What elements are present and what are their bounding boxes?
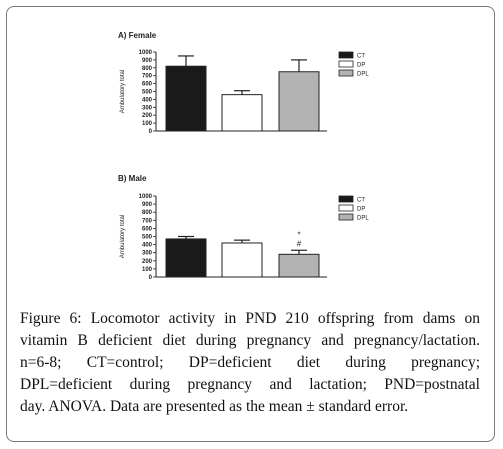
figure-frame: [6, 6, 495, 442]
significance-marker: *: [297, 230, 300, 239]
caption-line-5: day. ANOVA. Data are presented as the me…: [20, 398, 409, 415]
y-tick-label: 100: [142, 267, 153, 273]
significance-marker: #: [297, 239, 302, 248]
caption-line-1: Figure 6: Locomotor activity in PND 210 …: [20, 308, 480, 330]
y-tick-label: 0: [149, 275, 153, 281]
y-tick-label: 600: [142, 226, 153, 232]
y-tick-label: 200: [142, 113, 153, 119]
y-tick-label: 600: [142, 82, 153, 88]
y-tick-label: 500: [142, 235, 153, 241]
chart-title: A) Female: [118, 31, 157, 40]
chart-panel-female: A) Female Ambulatory total 0 100 200 300 40050…: [118, 31, 369, 135]
y-axis-label: Ambulatory total: [120, 215, 126, 258]
chart-panel-male: B) Male Ambulatory total 0 100 200 300 400 500 6…: [118, 174, 369, 281]
y-tick-label: 1000: [139, 50, 153, 56]
caption-text-1: Locomotor activity in PND 210 offspring …: [81, 310, 481, 327]
bar-ct: [165, 238, 207, 278]
legend-swatch-ct: [338, 51, 354, 59]
y-tick-label: 700: [142, 74, 153, 80]
bar-ct: [165, 65, 207, 132]
caption-line-2: vitamin B deficient diet during pregnanc…: [20, 332, 480, 349]
legend-swatch-dpl: [338, 69, 354, 77]
y-tick-label: 400: [142, 97, 153, 103]
legend-label-dp: DP: [357, 63, 365, 69]
y-tick-label: 100: [142, 121, 153, 127]
bar-dpl: [278, 253, 320, 278]
y-tick-label: 500: [142, 90, 153, 96]
y-tick-label: 400: [142, 243, 153, 249]
y-tick-label: 800: [142, 210, 153, 216]
legend-label-ct: CT: [357, 54, 365, 60]
y-tick-label: 700: [142, 218, 153, 224]
legend-label-dpl: DPL: [357, 216, 369, 222]
y-tick-label: 900: [142, 202, 153, 208]
y-tick-label: 0: [149, 129, 153, 135]
legend-swatch-dp: [338, 60, 354, 68]
y-tick-label: 800: [142, 66, 153, 72]
caption-line-4: DPL=deficient during pregnancy and lacta…: [20, 376, 480, 393]
y-tick-label: 300: [142, 251, 153, 257]
y-tick-label: 200: [142, 259, 153, 265]
bar-dp: [221, 94, 263, 132]
y-axis-label: Ambulatory total: [120, 70, 126, 113]
y-tick-label: 1000: [139, 194, 153, 200]
caption-label: Figure 6:: [20, 310, 82, 327]
legend-swatch-dp: [338, 204, 354, 212]
y-tick-label: 300: [142, 105, 153, 111]
chart-title: B) Male: [118, 174, 147, 183]
bar-dp: [221, 242, 263, 278]
figure-caption: Figure 6: Locomotor activity in PND 210 …: [20, 308, 480, 418]
legend-swatch-dpl: [338, 213, 354, 221]
legend-label-dp: DP: [357, 207, 365, 213]
legend-swatch-ct: [338, 195, 354, 203]
legend-label-ct: CT: [357, 198, 365, 204]
caption-line-3: n=6-8; CT=control; DP=deficient diet dur…: [20, 354, 480, 371]
bar-dpl: [278, 71, 320, 132]
y-tick-label: 900: [142, 58, 153, 64]
legend-label-dpl: DPL: [357, 72, 369, 78]
